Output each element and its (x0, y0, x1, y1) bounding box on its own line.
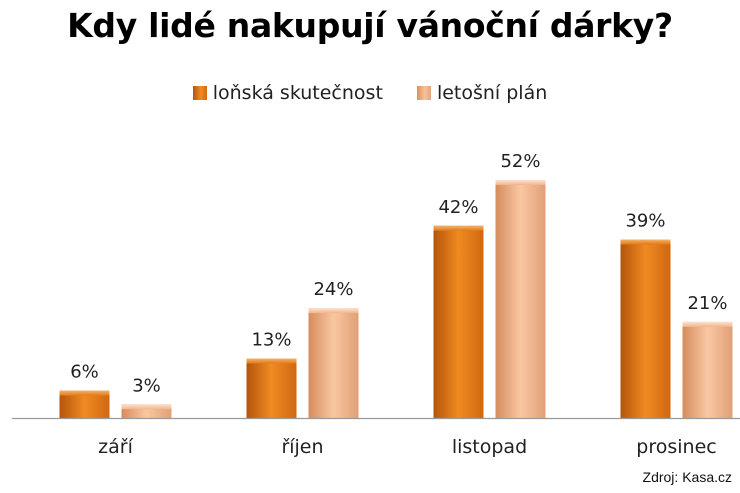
value-label-plan-0: 3% (132, 375, 161, 396)
bar-cap-plan-2 (495, 180, 546, 185)
bar-plan-3 (682, 321, 733, 418)
category-label-2: listopad (452, 436, 527, 458)
category-label-3: prosinec (636, 436, 716, 458)
legend-item-last-year: loňská skutečnost (192, 82, 383, 104)
value-label-plan-3: 21% (687, 293, 727, 314)
category-label-0: září (98, 436, 133, 458)
bar-cap-plan-0 (121, 404, 172, 410)
bar-cap-plan-1 (308, 308, 359, 314)
category-labels-layer: září říjen listopad prosinec (98, 436, 717, 458)
source-note: Zdroj: Kasa.cz (642, 469, 732, 485)
legend: loňská skutečnost letošní plán (0, 82, 740, 105)
value-label-plan-1: 24% (313, 279, 353, 300)
bar-plan-1 (308, 308, 359, 418)
legend-item-plan: letošní plán (416, 82, 548, 104)
legend-swatch-last-year (192, 86, 207, 100)
legend-label-plan: letošní plán (436, 82, 548, 104)
value-label-plan-2: 52% (500, 151, 540, 172)
value-labels-layer: 6% 3% 13% 24% 42% 52% 39% 21% (70, 151, 727, 396)
category-label-1: říjen (281, 436, 323, 458)
bar-cap-plan-3 (682, 321, 733, 327)
value-label-last-year-0: 6% (70, 362, 99, 383)
bar-plan-2 (495, 180, 546, 418)
bar-last-year-3 (620, 239, 671, 418)
bar-cap-last-year-2 (433, 225, 484, 231)
value-label-last-year-3: 39% (625, 211, 665, 232)
bars-layer (59, 180, 733, 418)
bar-cap-last-year-0 (59, 390, 110, 396)
legend-label-last-year: loňská skutečnost (212, 82, 383, 104)
bar-last-year-1 (246, 358, 297, 418)
value-label-last-year-1: 13% (251, 330, 291, 351)
bar-cap-last-year-1 (246, 358, 297, 364)
bar-last-year-2 (433, 225, 484, 418)
value-label-last-year-2: 42% (438, 197, 478, 218)
chart-title: Kdy lidé nakupují vánoční dárky? (67, 6, 673, 45)
bar-cap-last-year-3 (620, 239, 671, 245)
legend-swatch-plan (416, 86, 431, 100)
